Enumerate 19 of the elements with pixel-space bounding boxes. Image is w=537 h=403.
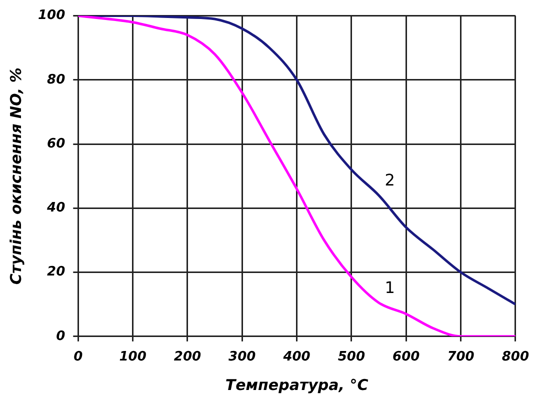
x-tick-label: 300 <box>228 350 256 365</box>
series-label: 2 <box>384 170 395 190</box>
x-tick-label: 800 <box>502 350 529 365</box>
y-tick-label: 80 <box>47 72 66 88</box>
x-tick-label: 0 <box>74 350 83 365</box>
y-tick-label: 20 <box>47 264 66 280</box>
x-tick-label: 200 <box>174 350 202 365</box>
y-tick-label: 40 <box>46 200 66 216</box>
series-label: 1 <box>384 278 395 297</box>
x-axis-title: Температура, °С <box>225 376 368 394</box>
y-tick-label: 0 <box>56 328 66 344</box>
y-tick-label: 60 <box>47 136 66 152</box>
x-tick-label: 700 <box>447 350 474 365</box>
y-tick-label: 100 <box>38 8 66 24</box>
x-tick-label: 100 <box>119 350 146 365</box>
x-tick-label: 600 <box>392 350 420 365</box>
x-tick-label: 500 <box>338 350 366 365</box>
y-axis-title: Ступінь окиснення NO, % <box>6 68 25 285</box>
x-tick-label: 400 <box>282 350 310 365</box>
